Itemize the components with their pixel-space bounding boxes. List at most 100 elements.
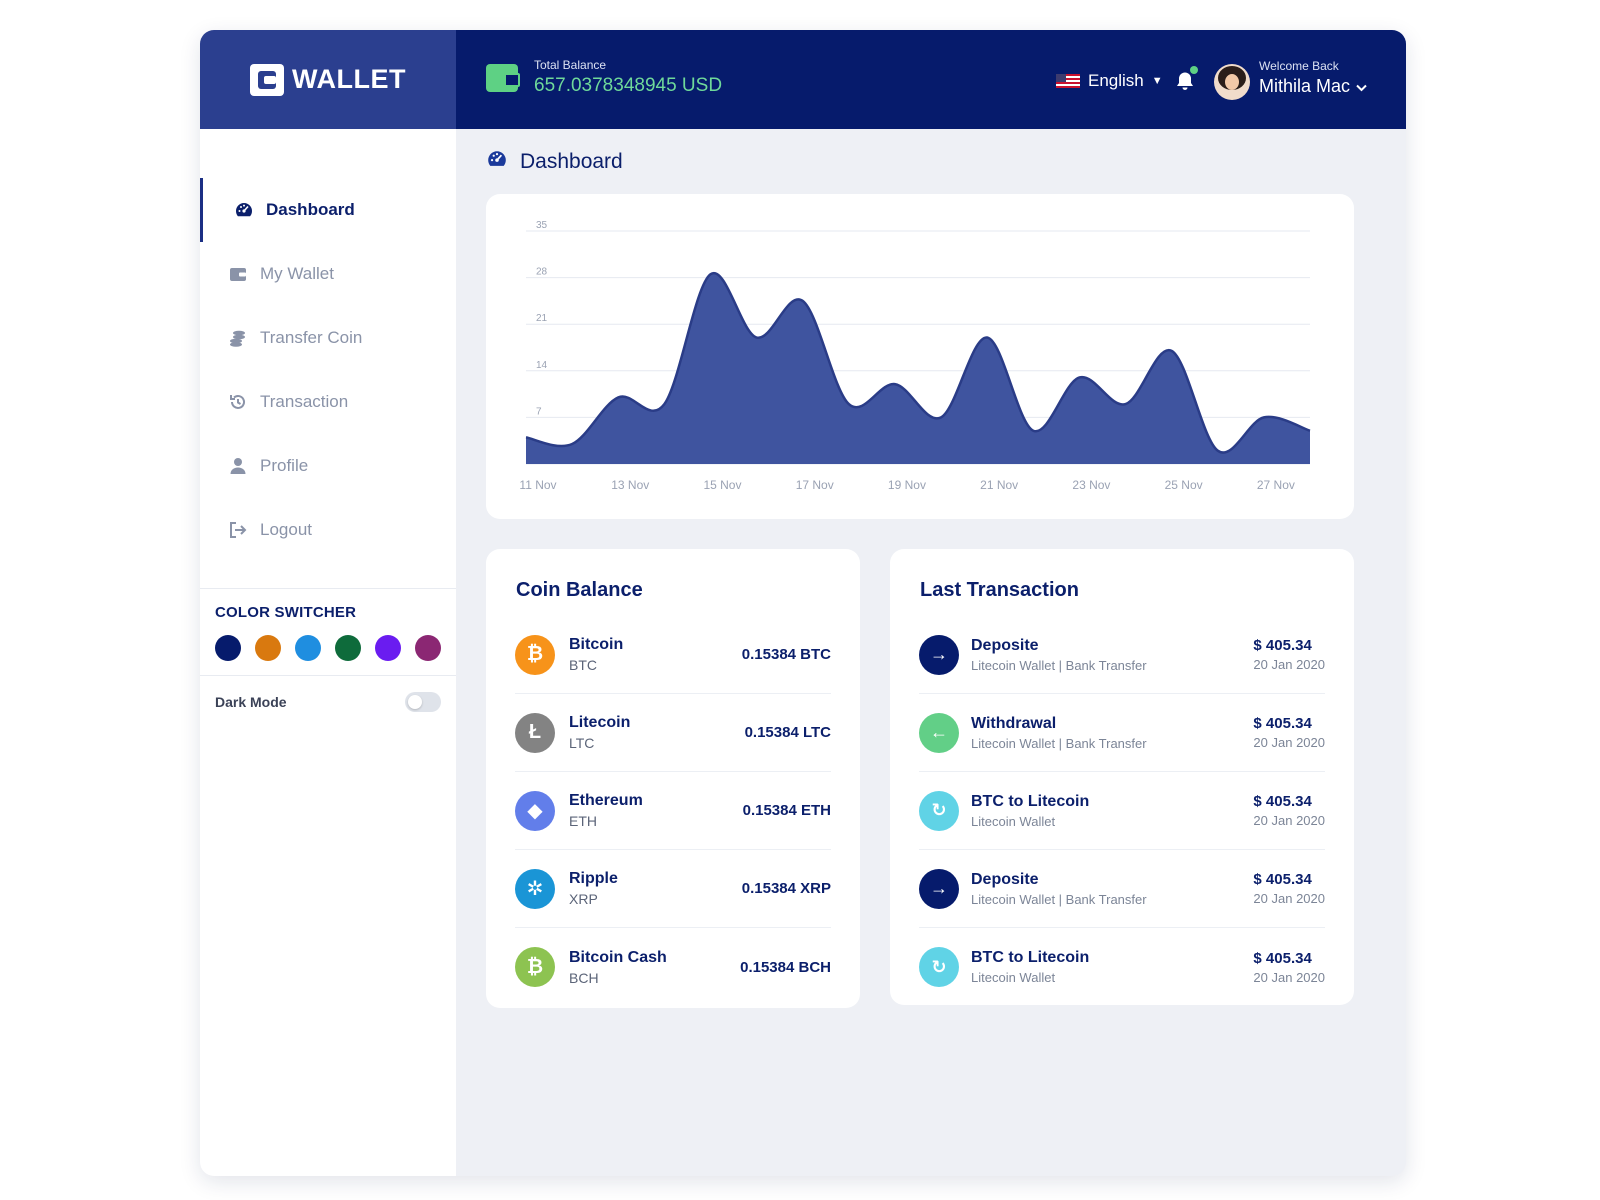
transaction-row[interactable]: ↻ BTC to Litecoin Litecoin Wallet $ 405.34 2… [919,772,1325,850]
transaction-subtitle: Litecoin Wallet [971,813,1056,829]
user-menu[interactable]: Welcome Back Mithila Mac [1259,59,1367,97]
brand-name: WALLET [292,64,406,94]
transaction-list: → Deposite Litecoin Wallet | Bank Transfer… [890,616,1354,1006]
total-balance-value: 657.0378348945 USD [534,75,723,96]
notification-dot [1190,66,1198,74]
coin-amount: 0.15384 BCH [740,958,831,976]
x-tick-label: 23 Nov [1072,478,1110,492]
arrow-right-icon: → [919,868,959,909]
coin-icon: ✲ [515,868,555,909]
wallet-icon [486,63,520,92]
color-switcher-title: COLOR SWITCHER [215,604,357,621]
sidebar-item-label: Transfer Coin [260,328,363,347]
transaction-amount: $ 405.34 [1253,637,1312,654]
avatar[interactable] [1214,64,1250,100]
sidebar-item-dashboard[interactable]: Dashboard [200,178,456,242]
arrow-right-icon: → [919,634,959,675]
color-swatch[interactable] [335,635,361,661]
transaction-meta: $ 405.34 20 Jan 2020 [1253,715,1325,750]
coin-names: Ethereum ETH [569,792,743,829]
us-flag-icon [1056,74,1080,88]
brand-logo[interactable]: WALLET [200,30,456,129]
y-tick-label: 35 [536,220,548,231]
coin-list: ₿ Bitcoin BTC 0.15384 BTC Ł Litecoin LTC 0.1538… [486,616,860,1006]
coin-symbol: ETH [569,813,597,829]
dark-mode-row: Dark Mode [200,676,456,728]
transaction-meta: $ 405.34 20 Jan 2020 [1253,871,1325,906]
coin-names: Bitcoin BTC [569,636,742,673]
language-label: English [1088,71,1144,90]
transaction-row[interactable]: → Deposite Litecoin Wallet | Bank Transfer… [919,616,1325,694]
transaction-row[interactable]: ← Withdrawal Litecoin Wallet | Bank Transf… [919,694,1325,772]
total-balance: Total Balance 657.0378348945 USD [486,58,722,97]
transaction-date: 20 Jan 2020 [1253,657,1325,672]
coin-symbol: LTC [569,735,595,751]
coin-row[interactable]: ✲ Ripple XRP 0.15384 XRP [515,850,831,928]
coin-name: Bitcoin Cash [569,948,667,966]
dark-mode-toggle[interactable] [405,692,441,712]
transaction-info: BTC to Litecoin Litecoin Wallet [971,949,1253,985]
total-balance-label: Total Balance [534,58,607,72]
sidebar-item-transfer-coin[interactable]: Transfer Coin [200,306,456,370]
x-tick-label: 19 Nov [888,478,926,492]
coin-row[interactable]: Ł Litecoin LTC 0.15384 LTC [515,694,831,772]
topbar: Total Balance 657.0378348945 USD English… [456,30,1406,129]
transaction-subtitle: Litecoin Wallet | Bank Transfer [971,657,1147,673]
color-swatch[interactable] [295,635,321,661]
coin-symbol: XRP [569,891,598,907]
caret-down-icon: ▼ [1151,75,1163,87]
wallet-icon [228,264,248,284]
coin-balance-card: Coin Balance ₿ Bitcoin BTC 0.15384 BTC Ł Lite… [486,549,860,1008]
coin-name: Ripple [569,870,618,887]
coin-name: Litecoin [569,714,631,731]
history-icon [228,392,248,412]
bell-icon[interactable] [1174,70,1196,92]
coin-names: Litecoin LTC [569,714,745,751]
arrow-left-icon: ← [919,712,959,753]
coins-icon [228,328,248,348]
coin-names: Ripple XRP [569,870,742,907]
sidebar-item-transaction[interactable]: Transaction [200,370,456,434]
color-swatch[interactable] [255,635,281,661]
last-transaction-title: Last Transaction [920,579,1079,601]
sidebar-item-my-wallet[interactable]: My Wallet [200,242,456,306]
app-window: WALLET Dashboard My Wallet Transfer Coin [200,30,1406,1176]
sidebar-item-profile[interactable]: Profile [200,434,456,498]
transaction-info: BTC to Litecoin Litecoin Wallet [971,793,1253,829]
coin-icon: ₿ [515,947,555,987]
transaction-row[interactable]: → Deposite Litecoin Wallet | Bank Transfer… [919,850,1325,928]
y-tick-label: 7 [536,406,542,417]
coin-symbol: BCH [569,969,599,986]
color-swatch[interactable] [375,635,401,661]
x-tick-label: 21 Nov [980,478,1018,492]
language-selector[interactable]: English ▼ [1056,71,1163,91]
sidebar-item-label: Logout [260,520,312,539]
transaction-amount: $ 405.34 [1253,793,1312,810]
x-tick-label: 17 Nov [796,478,834,492]
transaction-info: Deposite Litecoin Wallet | Bank Transfer [971,637,1253,673]
coin-row[interactable]: ◆ Ethereum ETH 0.15384 ETH [515,772,831,850]
sidebar-item-label: Dashboard [266,200,355,219]
coin-amount: 0.15384 XRP [741,880,831,897]
color-swatch[interactable] [215,635,241,661]
transaction-title: Deposite [971,870,1039,888]
x-tick-label: 27 Nov [1257,478,1295,492]
user-name: Mithila Mac [1259,76,1367,97]
color-swatches [215,635,441,661]
coin-amount: 0.15384 BTC [741,646,831,663]
transaction-amount: $ 405.34 [1253,871,1312,888]
user-icon [228,456,248,476]
transaction-row[interactable]: ↻ BTC to Litecoin Litecoin Wallet $ 405.34 2… [919,928,1325,1006]
color-swatch[interactable] [415,635,441,661]
page-title-text: Dashboard [520,150,623,173]
coin-symbol: BTC [569,657,597,673]
transaction-amount: $ 405.34 [1253,949,1312,967]
sidebar-item-logout[interactable]: Logout [200,498,456,562]
coin-icon: Ł [515,712,555,753]
coin-row[interactable]: ₿ Bitcoin BTC 0.15384 BTC [515,616,831,694]
x-tick-label: 13 Nov [611,478,649,492]
transaction-date: 20 Jan 2020 [1253,735,1325,750]
coin-row[interactable]: ₿ Bitcoin Cash BCH 0.15384 BCH [515,928,831,1006]
